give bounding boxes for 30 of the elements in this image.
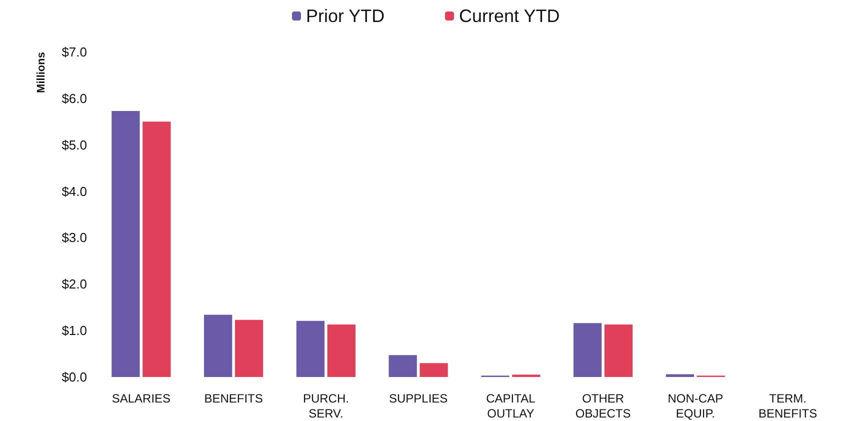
bar — [234, 320, 264, 377]
bar — [604, 324, 633, 377]
x-tick-label: SALARIES — [112, 392, 171, 406]
x-tick-label: PURCH. SERV. — [302, 392, 349, 420]
bar — [388, 355, 417, 377]
bar — [327, 324, 356, 377]
legend-label: Current YTD — [458, 6, 560, 26]
bar — [142, 122, 171, 377]
y-tick-label: $0.0 — [62, 370, 87, 384]
y-tick-label: $3.0 — [62, 230, 87, 246]
x-tick-label: SUPPLIES — [388, 392, 448, 406]
x-tick-label: TERM. BENEFITS — [758, 392, 818, 420]
y-tick-label: $7.0 — [62, 44, 87, 60]
bar — [112, 110, 140, 377]
bar — [574, 323, 602, 377]
y-tick-label: $5.0 — [62, 137, 87, 152]
bar — [420, 363, 448, 377]
y-tick-label: $1.0 — [62, 323, 87, 338]
x-tick-label: NON-CAP EQUIP. — [668, 392, 724, 420]
bar — [296, 320, 325, 377]
y-tick-label: $6.0 — [62, 90, 87, 106]
x-tick-label: BENEFITS — [204, 392, 263, 406]
bar — [204, 314, 232, 377]
y-tick-label: $2.0 — [62, 276, 87, 292]
x-tick-label: CAPITAL OUTLAY — [486, 392, 536, 420]
y-axis-title: Millions — [36, 52, 48, 93]
bar — [666, 374, 694, 377]
legend-label: Prior YTD — [306, 6, 385, 26]
y-tick-label: $4.0 — [62, 184, 87, 199]
x-tick-label: OTHER OBJECTS — [575, 392, 631, 420]
